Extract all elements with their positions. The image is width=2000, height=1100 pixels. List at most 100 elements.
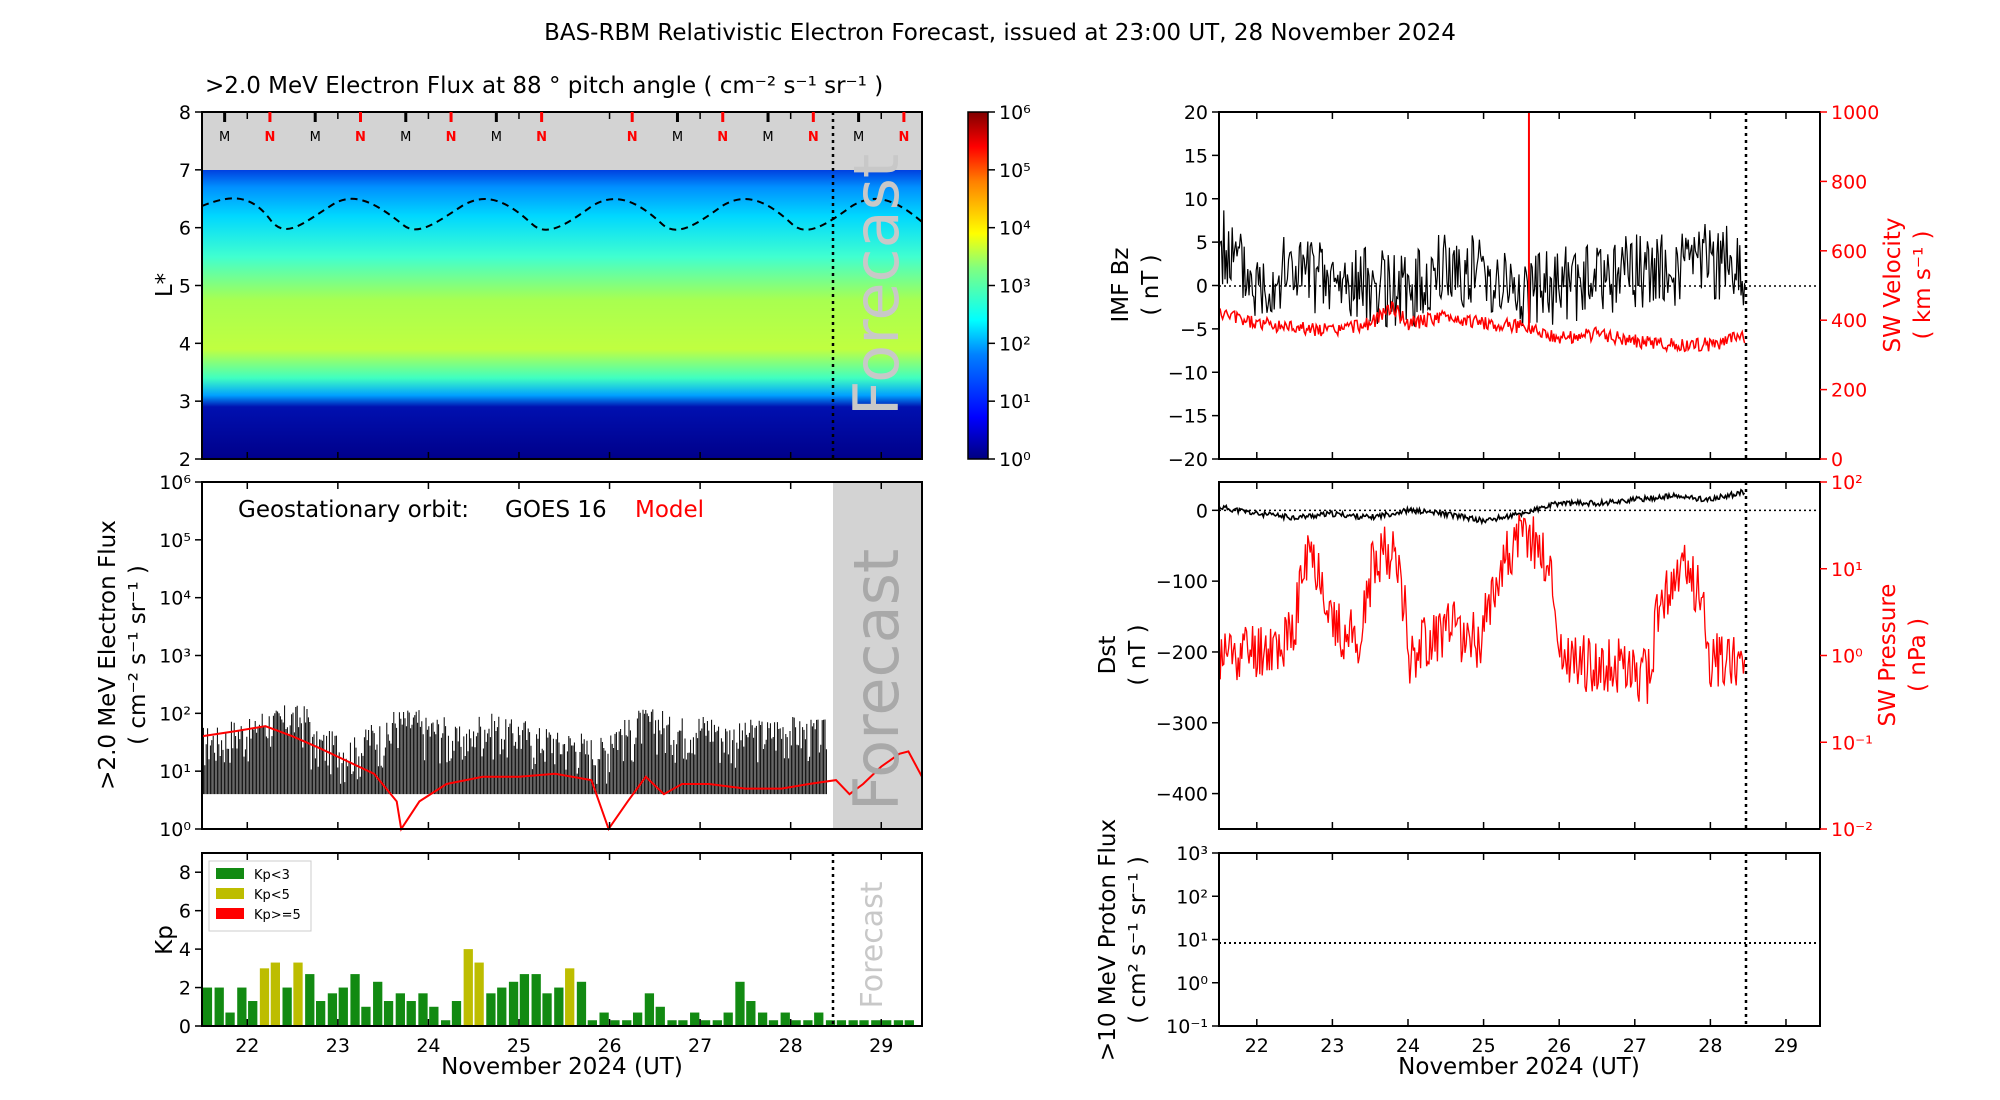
- mn-marker-label: N: [627, 130, 638, 145]
- y-tick-label: 2: [179, 449, 191, 471]
- mn-marker-label: M: [672, 130, 683, 145]
- x-tick-label: 29: [1774, 1035, 1798, 1057]
- kp-bar: [565, 968, 575, 1026]
- kp-bar: [202, 987, 213, 1026]
- kp-bar: [383, 1001, 394, 1026]
- kp-bar: [576, 981, 587, 1026]
- y-tick-label: 10⁻¹: [1166, 1016, 1208, 1038]
- y-tick-label: 10⁰: [1176, 973, 1208, 995]
- y-tick-label: −200: [1156, 642, 1208, 664]
- kp-bar: [690, 1012, 700, 1026]
- kp-bar: [531, 974, 541, 1026]
- kp-bar: [316, 1001, 326, 1026]
- y-tick-label: 4: [179, 333, 191, 355]
- sw-velocity-series: [1218, 300, 1746, 354]
- goes-series: [201, 705, 827, 795]
- sw-pressure-label-1: SW Pressure: [1875, 584, 1901, 727]
- kp-bar: [780, 1012, 790, 1026]
- x-tick-label: 23: [1320, 1035, 1344, 1057]
- kp-bar: [338, 987, 348, 1026]
- colorbar: [967, 111, 989, 460]
- x-axis-label-left: November 2024 (UT): [441, 1054, 683, 1080]
- y-tick-label: −20: [1168, 449, 1208, 471]
- sw-pressure-label-2: ( nPa ): [1905, 618, 1931, 692]
- lstar-flux-panel: >2.0 MeV Electron Flux at 88 ° pitch ang…: [152, 73, 1031, 471]
- kp-bar: [225, 1012, 235, 1026]
- kp-bar: [848, 1020, 858, 1026]
- mn-marker-label: N: [355, 130, 366, 145]
- y-tick-label: −100: [1156, 571, 1208, 593]
- mn-marker-label: N: [536, 130, 547, 145]
- goes-y-label-1: >2.0 MeV Electron Flux: [95, 520, 121, 790]
- kp-bar: [882, 1020, 892, 1026]
- kp-bar: [293, 962, 303, 1026]
- y-tick-label: 10⁰: [159, 819, 191, 841]
- legend-model: Model: [635, 497, 704, 523]
- x-tick-label: 28: [1698, 1035, 1722, 1057]
- y-tick-label: 0: [1831, 449, 1843, 471]
- kp-bar: [497, 987, 507, 1026]
- x-tick-label: 27: [688, 1035, 712, 1057]
- kp-bar: [237, 987, 247, 1026]
- kp-bar: [667, 1020, 677, 1026]
- y-tick-label: −300: [1156, 713, 1208, 735]
- y-tick-label: 10⁶: [159, 472, 191, 494]
- colorbar-tick-label: 10⁴: [999, 218, 1031, 240]
- kp-bar: [373, 981, 383, 1026]
- kp-bar: [746, 1001, 756, 1026]
- y-tick-label: −10: [1168, 362, 1208, 384]
- y-tick-label: 10¹: [1831, 559, 1863, 581]
- y-tick-label: 400: [1831, 310, 1867, 332]
- kp-bar: [474, 962, 484, 1026]
- y-tick-label: −15: [1168, 406, 1208, 428]
- y-tick-label: 1000: [1831, 102, 1879, 124]
- kp-bar: [859, 1020, 869, 1026]
- x-tick-label: 22: [235, 1035, 259, 1057]
- x-tick-label: 24: [416, 1035, 440, 1057]
- kp-plot-frame: [201, 852, 923, 1027]
- x-tick-label: 29: [869, 1035, 893, 1057]
- kp-bar: [871, 1020, 881, 1026]
- kp-bar: [632, 1012, 643, 1026]
- dst-y-label-2: ( nT ): [1125, 624, 1151, 685]
- y-tick-label: 8: [179, 862, 191, 884]
- mn-marker-label: N: [898, 130, 909, 145]
- kp-bar: [305, 974, 315, 1026]
- y-tick-label: 20: [1184, 102, 1208, 124]
- y-tick-label: 6: [179, 218, 191, 240]
- mn-marker-label: N: [264, 130, 275, 145]
- kp-bar: [259, 968, 270, 1026]
- y-tick-label: 10⁻¹: [1831, 732, 1873, 754]
- mn-marker-label: M: [853, 130, 864, 145]
- proton-y-label-1: >10 MeV Proton Flux: [1095, 819, 1121, 1061]
- y-tick-label: 10²: [1831, 472, 1863, 494]
- kp-bar: [418, 993, 428, 1026]
- kp-bar: [519, 974, 530, 1026]
- imf-y-label-1: IMF Bz: [1108, 247, 1134, 322]
- dst-series: [1218, 488, 1746, 526]
- kp-legend-mid: Kp<5: [254, 888, 290, 903]
- legend-satellite: GOES 16: [505, 497, 607, 523]
- lstar-data-region: [202, 170, 922, 459]
- kp-bar: [599, 1012, 609, 1026]
- kp-bar: [768, 1020, 779, 1026]
- mn-marker-label: N: [446, 130, 457, 145]
- kp-bar: [836, 1020, 847, 1026]
- kp-bar: [451, 1001, 462, 1026]
- y-tick-label: 0: [1196, 500, 1208, 522]
- y-tick-label: 10³: [159, 646, 191, 668]
- imf-bz-series: [1218, 210, 1746, 328]
- imf-y-label-2: ( nT ): [1138, 254, 1164, 315]
- kp-y-label: Kp: [152, 925, 178, 955]
- kp-bar: [406, 1001, 416, 1026]
- kp-bar: [248, 1001, 258, 1026]
- forecast-label: Forecast: [840, 154, 913, 416]
- y-tick-label: 10⁴: [159, 588, 191, 610]
- lstar-no-data-region: [202, 112, 922, 170]
- kp-bar: [791, 1020, 801, 1026]
- mn-marker-label: M: [219, 130, 230, 145]
- y-tick-label: 10³: [1176, 843, 1208, 865]
- y-tick-label: 10⁻²: [1831, 819, 1873, 841]
- y-tick-label: 3: [179, 391, 191, 413]
